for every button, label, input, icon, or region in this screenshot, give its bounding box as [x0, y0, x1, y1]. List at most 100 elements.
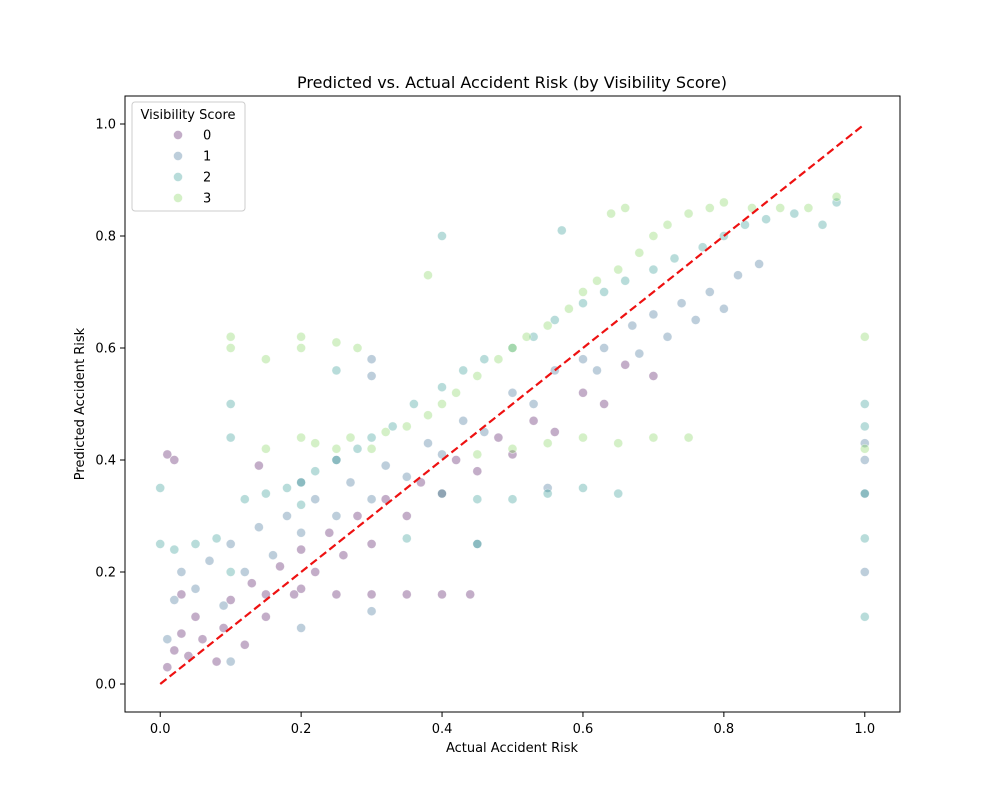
- point-series-3-1: [225, 343, 236, 353]
- point-series-3-15: [437, 399, 447, 409]
- point-series-3-10: [345, 432, 356, 443]
- point-series-3-11: [366, 443, 377, 454]
- x-tick-label-0: 0.0: [150, 722, 171, 737]
- point-series-1-33: [366, 354, 377, 365]
- point-series-2-8: [261, 488, 271, 499]
- point-series-0-28: [528, 415, 539, 426]
- point-series-0-30: [578, 387, 588, 398]
- point-series-0-16: [324, 527, 335, 538]
- point-series-1-11: [296, 527, 306, 538]
- point-series-1-45: [859, 438, 870, 449]
- point-series-0-26: [493, 432, 504, 443]
- point-series-2-18: [458, 365, 469, 376]
- point-series-0-11: [261, 611, 271, 622]
- y-axis-ticks: 0.0 0.2 0.4 0.6 0.8 1.0: [95, 118, 125, 693]
- point-series-3-6: [352, 343, 363, 353]
- point-series-1-31: [733, 270, 743, 281]
- point-series-0-21: [401, 511, 412, 521]
- point-series-0-0: [162, 662, 173, 673]
- legend-label-1: 1: [203, 150, 211, 165]
- point-series-1-27: [627, 320, 638, 331]
- point-series-1-26: [599, 343, 609, 353]
- point-series-1-28: [648, 309, 659, 320]
- point-series-3-18: [493, 354, 504, 365]
- point-series-2-42: [401, 533, 412, 544]
- point-series-3-2: [261, 354, 271, 365]
- x-tick-label-4: 0.8: [714, 722, 735, 737]
- legend-box: [131, 101, 246, 212]
- point-series-2-27: [669, 253, 680, 264]
- point-series-2-25: [620, 275, 631, 286]
- point-series-3-47: [859, 443, 870, 454]
- point-series-2-1: [155, 539, 165, 549]
- y-tick-label-1: 0.2: [95, 566, 116, 581]
- point-series-0-42: [162, 449, 173, 460]
- point-series-3-4: [296, 331, 306, 342]
- point-series-0-2: [176, 628, 187, 639]
- point-series-1-38: [634, 348, 645, 359]
- plot-area-frame: [124, 95, 901, 713]
- x-tick-label-5: 1.0: [854, 722, 875, 737]
- y-tick-label-0: 0.0: [95, 678, 116, 693]
- point-series-1-14: [345, 477, 356, 488]
- point-series-0-14: [296, 544, 306, 555]
- point-series-2-36: [472, 494, 483, 505]
- point-series-3-22: [564, 303, 574, 314]
- point-series-0-32: [620, 359, 631, 370]
- point-series-2-46: [437, 231, 447, 241]
- point-series-1-29: [676, 298, 687, 309]
- points-layer: [155, 192, 870, 673]
- point-series-2-0: [155, 483, 165, 493]
- point-series-2-47: [859, 399, 870, 409]
- point-series-0-39: [296, 583, 306, 594]
- point-series-2-32: [789, 208, 800, 219]
- point-series-3-45: [472, 449, 483, 460]
- point-series-3-29: [683, 208, 694, 219]
- point-series-2-11: [310, 466, 321, 477]
- point-series-1-5: [218, 600, 229, 611]
- point-series-3-48: [261, 443, 271, 454]
- point-series-2-44: [225, 567, 236, 577]
- legend-label-0: 0: [203, 129, 211, 144]
- point-series-1-4: [204, 555, 215, 566]
- point-series-1-23: [528, 399, 539, 409]
- point-series-1-42: [859, 455, 870, 465]
- point-series-0-27: [507, 449, 518, 460]
- point-series-1-3: [190, 583, 201, 594]
- point-series-3-26: [634, 248, 645, 258]
- point-series-1-39: [662, 331, 673, 342]
- point-series-2-15: [387, 421, 398, 432]
- legend-marker-0: [173, 130, 183, 140]
- point-series-1-12: [310, 494, 321, 505]
- point-series-3-7: [296, 432, 306, 443]
- point-series-0-4: [190, 611, 201, 622]
- point-series-0-19: [366, 539, 377, 549]
- legend-marker-3: [173, 193, 183, 203]
- point-series-1-50: [542, 483, 553, 493]
- point-series-3-46: [859, 331, 870, 342]
- point-series-3-0: [225, 331, 236, 342]
- point-series-2-41: [472, 539, 483, 549]
- point-series-2-48: [859, 611, 870, 622]
- point-series-3-21: [542, 320, 553, 331]
- point-series-0-37: [437, 589, 447, 600]
- point-series-2-33: [817, 220, 828, 230]
- point-series-2-16: [409, 399, 419, 409]
- reference-line: [159, 123, 866, 685]
- point-series-2-4: [211, 533, 222, 544]
- point-series-1-47: [296, 623, 306, 633]
- point-series-1-22: [507, 387, 518, 398]
- y-tick-label-2: 0.4: [95, 454, 116, 469]
- point-series-1-40: [690, 315, 701, 325]
- point-series-2-45: [556, 225, 567, 236]
- point-series-1-0: [162, 634, 173, 645]
- point-series-2-13: [352, 443, 363, 454]
- point-series-0-44: [254, 460, 264, 471]
- point-series-3-40: [542, 438, 553, 449]
- point-series-3-30: [704, 203, 715, 213]
- point-series-3-19: [507, 343, 518, 353]
- legend-entries: 0 1 2 3: [173, 129, 211, 207]
- point-series-2-40: [613, 488, 624, 499]
- x-tick-label-3: 0.6: [573, 722, 594, 737]
